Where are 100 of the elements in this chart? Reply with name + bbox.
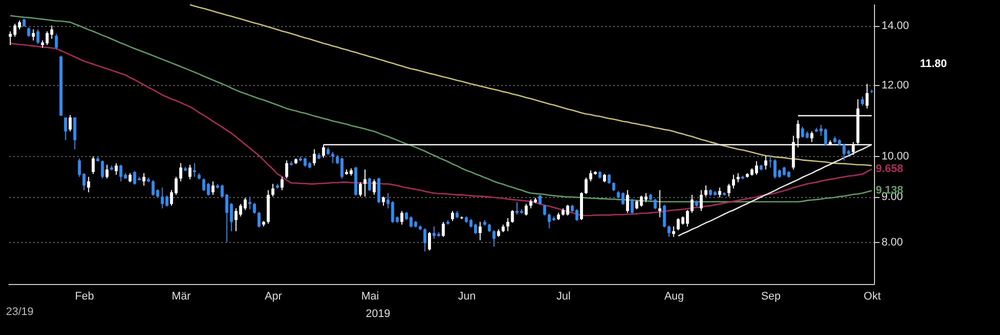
candlestick: [312, 148, 316, 166]
candlestick: [860, 96, 864, 106]
candlestick: [510, 210, 514, 224]
candlestick: [700, 190, 703, 212]
candlestick: [64, 116, 68, 141]
x-tick-label: Apr: [264, 290, 282, 302]
candlestick: [764, 155, 768, 170]
candlestick: [516, 202, 519, 216]
candlestick: [358, 182, 362, 198]
candlestick: [575, 208, 578, 222]
candlestick: [842, 143, 846, 161]
candlestick: [442, 221, 445, 238]
candlestick: [584, 177, 588, 194]
candlestick: [676, 218, 680, 231]
candlestick: [92, 156, 95, 174]
candlestick: [211, 180, 214, 196]
x-tick-label: Okt: [864, 290, 881, 302]
candlestick: [271, 183, 274, 198]
candlestick: [322, 144, 326, 158]
candlestick: [428, 232, 431, 251]
candlestick: [630, 198, 634, 214]
candlestick: [866, 83, 869, 109]
candlestick: [796, 120, 800, 148]
candlestick: [248, 196, 252, 210]
candlestick: [252, 202, 256, 214]
candlestick: [285, 160, 288, 179]
candlestick: [142, 172, 146, 186]
candlestick: [372, 178, 376, 196]
candlestick: [704, 185, 708, 198]
candlestick: [690, 194, 694, 214]
candlestick: [810, 130, 814, 143]
candlestick: [668, 225, 671, 238]
candlestick: [50, 25, 54, 40]
candlestick: [152, 180, 155, 196]
candlestick: [32, 28, 35, 41]
candlestick: [234, 208, 238, 232]
candlestick: [852, 142, 855, 156]
x-tick-label: Feb: [75, 290, 94, 302]
candlestick: [128, 172, 132, 183]
candlestick: [340, 157, 344, 179]
candlestick: [506, 218, 510, 232]
candlestick: [106, 164, 109, 179]
candlestick: [732, 174, 736, 189]
candlestick: [451, 210, 454, 222]
candlestick: [368, 177, 372, 192]
candlestick: [27, 26, 30, 38]
candlestick: [608, 173, 611, 184]
candlestick: [188, 164, 192, 180]
candlestick: [331, 151, 334, 164]
candlestick: [432, 226, 436, 240]
candlestick: [54, 33, 58, 50]
data-label: 9.658: [876, 163, 904, 176]
candlestick: [524, 203, 528, 216]
y-tick-label: 8.00: [882, 236, 903, 249]
candlestick: [727, 183, 730, 198]
candlestick: [736, 172, 740, 183]
x-tick-label: Sep: [761, 290, 781, 302]
candlestick: [672, 226, 676, 238]
candlestick: [543, 204, 546, 216]
candlestick: [87, 176, 90, 193]
candlestick: [400, 210, 404, 226]
x-tick-label: Mai: [361, 290, 379, 302]
candlestick: [589, 170, 592, 182]
candlestick: [644, 192, 648, 203]
candlestick: [133, 170, 136, 186]
y-tick-label: 10.00: [882, 150, 910, 162]
candlestick: [165, 195, 168, 208]
candlestick: [478, 221, 482, 241]
y-tick-label: 14.00: [882, 20, 910, 32]
candlestick: [492, 230, 496, 248]
text: 11.80: [920, 58, 947, 70]
candlestick: [662, 204, 666, 228]
candlestick: [538, 194, 542, 206]
candlestick: [654, 198, 657, 210]
x-tick-label: Aug: [664, 290, 684, 302]
y-tick-label: 12.00: [882, 80, 910, 92]
candlestick: [36, 28, 40, 44]
candlestick: [193, 162, 196, 178]
candlestick: [73, 116, 76, 150]
candlestick: [626, 190, 630, 214]
candlestick: [114, 162, 118, 176]
candlestick: [179, 162, 182, 182]
candlestick: [382, 196, 385, 206]
candlestick: [686, 210, 689, 227]
candlestick: [206, 182, 210, 196]
x-axis-title: 2019: [366, 308, 390, 320]
candlestick: [621, 192, 624, 206]
candlestick: [258, 211, 261, 228]
candlestick: [280, 176, 284, 191]
candlestick: [100, 160, 104, 179]
candlestick: [363, 169, 366, 198]
candlestick: [423, 228, 426, 252]
candlestick: [68, 114, 72, 132]
candlestick: [658, 190, 662, 218]
candlestick: [718, 187, 722, 198]
x-tick-label: Jun: [458, 290, 476, 302]
candlestick: [801, 126, 804, 138]
candlestick: [377, 177, 380, 204]
text: 23/19: [6, 306, 34, 318]
x-tick-label: Jul: [556, 290, 571, 302]
